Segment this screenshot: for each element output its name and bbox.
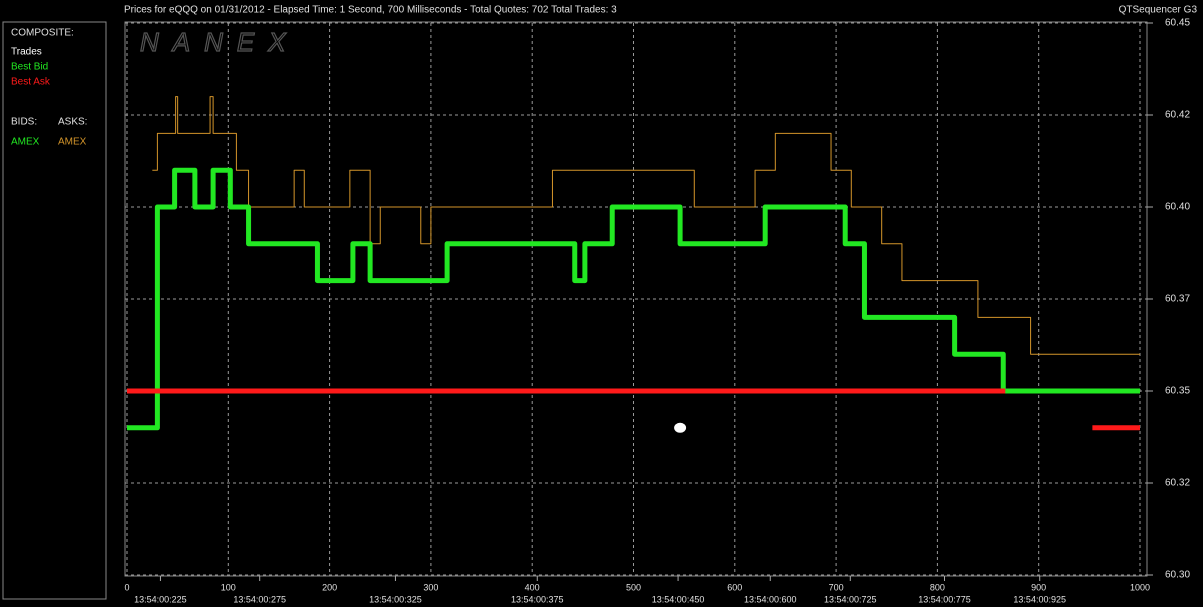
y-tick-label: 60.30	[1165, 570, 1190, 581]
legend-entry: Best Bid	[11, 62, 48, 73]
time-label: 13:54:00:775	[918, 594, 971, 604]
asks-heading: ASKS:	[58, 117, 87, 128]
x-tick-label: 100	[221, 582, 236, 592]
y-tick-label: 60.35	[1165, 386, 1190, 397]
bids-heading: BIDS:	[11, 117, 37, 128]
x-tick-label: 200	[322, 582, 337, 592]
ask-line	[152, 96, 1140, 355]
time-label: 13:54:00:325	[369, 594, 422, 604]
y-tick-label: 60.32	[1165, 478, 1190, 489]
x-tick-label: 0	[124, 582, 129, 592]
quote-line	[127, 167, 1140, 431]
x-tick-label: 600	[727, 582, 742, 592]
x-tick-label: 500	[626, 582, 641, 592]
time-label: 13:54:00:600	[744, 594, 797, 604]
legend-entry: AMEX	[58, 137, 87, 148]
quote-line	[127, 388, 1140, 431]
time-label: 13:54:00:275	[233, 594, 286, 604]
app-name: QTSequencer G3	[1119, 5, 1198, 16]
legend-panel	[2, 21, 107, 600]
chart-title: Prices for eQQQ on 01/31/2012 - Elapsed …	[124, 5, 617, 16]
y-tick-label: 60.45	[1165, 18, 1190, 29]
bid-exchange: AMEX	[11, 137, 40, 148]
y-tick-label: 60.37	[1165, 294, 1190, 305]
x-tick-label: 800	[930, 582, 945, 592]
time-label: 13:54:00:375	[511, 594, 564, 604]
x-tick-label: 1000	[1130, 582, 1150, 592]
time-label: 13:54:00:725	[824, 594, 877, 604]
legend-heading: COMPOSITE:	[11, 28, 74, 39]
watermark: NANEX	[140, 27, 300, 57]
x-tick-label: 900	[1031, 582, 1046, 592]
time-label: 13:54:00:225	[134, 594, 187, 604]
x-tick-label: 400	[525, 582, 540, 592]
legend-entry: Trades	[11, 47, 42, 58]
trade-marker	[674, 422, 687, 433]
x-tick-label: 300	[423, 582, 438, 592]
time-label: 13:54:00:450	[652, 594, 705, 604]
x-tick-label: 700	[829, 582, 844, 592]
y-tick-label: 60.42	[1165, 110, 1190, 121]
legend-entry: Best Ask	[11, 77, 51, 88]
y-tick-label: 60.40	[1165, 202, 1190, 213]
time-label: 13:54:00:925	[1013, 594, 1066, 604]
